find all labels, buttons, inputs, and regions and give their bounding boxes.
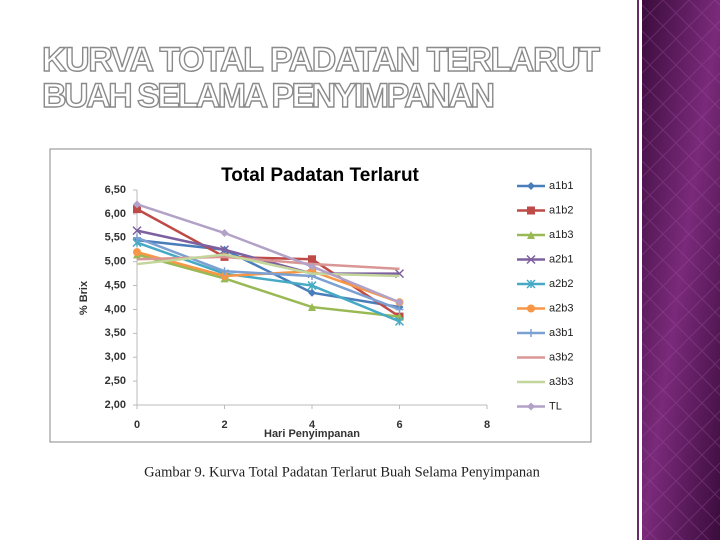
x-tick-label: 0 xyxy=(134,419,140,431)
y-tick-label: 6,50 xyxy=(105,184,126,196)
y-tick-label: 3,50 xyxy=(105,327,126,339)
marker xyxy=(133,205,141,214)
marker xyxy=(395,298,404,307)
y-tick-label: 4,50 xyxy=(105,279,126,291)
series-line xyxy=(136,253,400,278)
marker xyxy=(527,206,535,215)
marker xyxy=(132,226,142,236)
marker xyxy=(527,304,535,313)
y-tick-label: 4,00 xyxy=(105,303,126,315)
slide-title: KURVA TOTAL PADATAN TERLARUT xyxy=(42,41,600,79)
series-line xyxy=(136,236,400,311)
series-line xyxy=(136,238,400,309)
decor-pattern xyxy=(642,0,720,540)
marker xyxy=(395,305,404,314)
marker xyxy=(308,303,316,312)
x-tick-label: 2 xyxy=(221,419,227,431)
marker xyxy=(308,262,316,271)
y-axis-label: % Brix xyxy=(78,280,90,315)
x-tick-label: 4 xyxy=(309,419,316,431)
x-tick-label: 6 xyxy=(396,419,402,431)
y-tick-label: 2,50 xyxy=(105,375,126,387)
chart-title: Total Padatan Terlarut xyxy=(221,165,419,186)
marker xyxy=(220,229,229,237)
marker xyxy=(308,255,316,264)
marker xyxy=(527,402,535,411)
marker xyxy=(133,248,141,257)
legend-label: a1b1 xyxy=(549,180,573,192)
marker xyxy=(219,245,230,255)
x-axis-label: Hari Penyimpanan xyxy=(264,428,360,440)
legend-label: a3b3 xyxy=(549,376,573,388)
series-line xyxy=(136,253,400,318)
y-tick-label: 6,00 xyxy=(105,208,126,220)
y-tick-label: 5,00 xyxy=(105,256,126,268)
marker xyxy=(133,233,141,242)
x-tick-label: 8 xyxy=(484,419,490,431)
marker xyxy=(527,329,535,337)
marker xyxy=(526,279,536,289)
legend-label: a1b3 xyxy=(549,229,573,241)
y-tick-label: 5,50 xyxy=(105,232,126,244)
legend-label: a2b1 xyxy=(549,253,573,265)
marker xyxy=(307,281,317,291)
legend-label: a3b1 xyxy=(549,327,573,339)
legend-label: a2b2 xyxy=(549,278,573,290)
legend-label: a2b3 xyxy=(549,302,573,314)
caption: Gambar 9. Kurva Total Padatan Terlarut B… xyxy=(144,464,540,480)
marker xyxy=(526,254,536,265)
slide-title: BUAH SELAMA PENYIMPANAN xyxy=(42,77,495,115)
marker xyxy=(308,288,316,297)
marker xyxy=(220,272,229,280)
series-line xyxy=(136,203,400,304)
marker xyxy=(394,316,405,326)
y-tick-label: 2,00 xyxy=(105,399,126,411)
legend-label: a1b2 xyxy=(549,204,573,216)
chart-frame xyxy=(49,148,592,443)
marker xyxy=(527,231,535,239)
y-tick-label: 3,00 xyxy=(105,351,126,363)
legend-label: a3b2 xyxy=(549,351,573,363)
marker xyxy=(220,267,229,276)
legend-label: TL xyxy=(549,400,562,412)
marker xyxy=(133,200,141,209)
marker xyxy=(527,182,535,190)
